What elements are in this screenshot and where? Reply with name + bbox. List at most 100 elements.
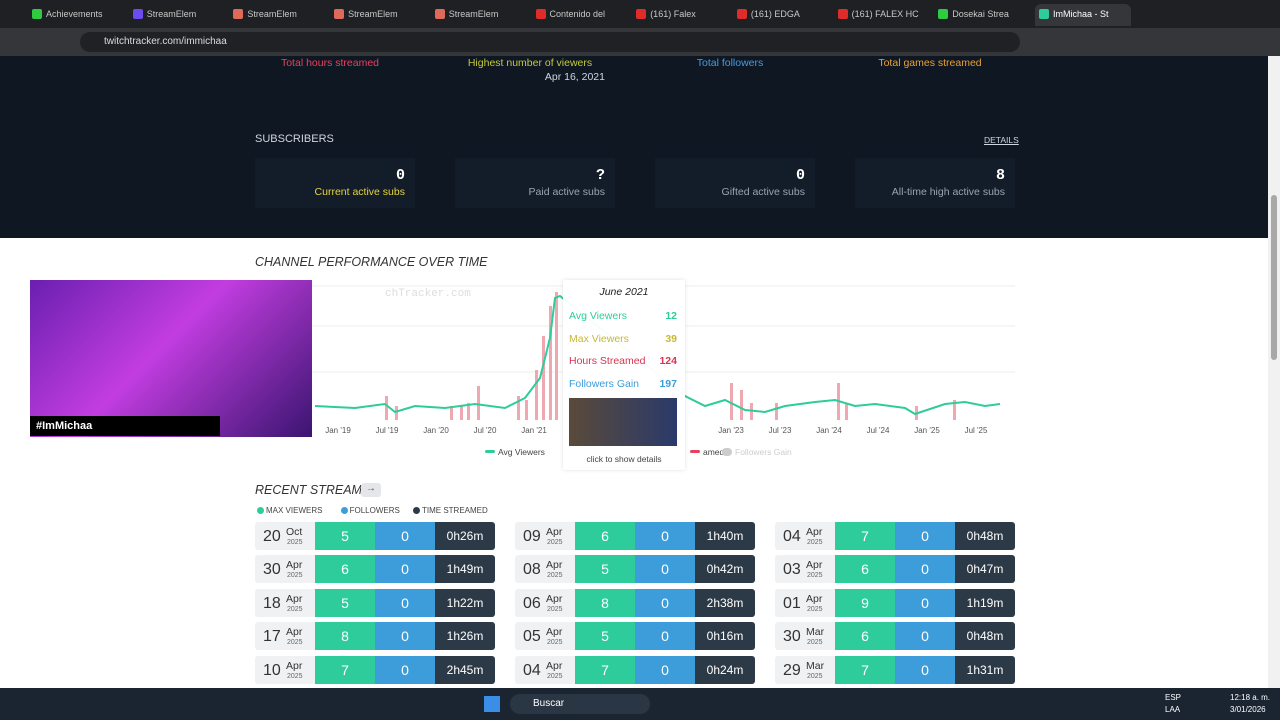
stream-year: 2025 [807,572,823,580]
stream-row[interactable]: 10 Apr 2025 7 0 2h45m [255,655,495,684]
stream-month: Apr [806,559,823,572]
sub-card: 0 Current active subs [255,158,415,208]
stream-month: Mar [806,626,825,639]
more-button[interactable]: → [361,483,381,497]
browser-tab[interactable]: (161) FALEX HC [834,4,930,26]
sub-value: 0 [395,167,405,184]
tooltip-title: June 2021 [599,286,649,298]
browser-tab[interactable]: StreamElem [431,4,527,26]
stream-month: Apr [286,626,303,639]
section-title: SUBSCRIBERS [255,133,334,145]
games-thumbnails[interactable] [569,398,677,446]
stream-max-viewers: 6 [835,555,895,584]
search-text: Buscar [533,698,565,709]
tooltip-label: Followers Gain [569,377,640,390]
stream-row[interactable]: 09 Apr 2025 6 0 1h40m [515,522,755,550]
legend-label[interactable]: Avg Viewers [498,447,545,457]
browser-tab[interactable]: Achievements [28,4,124,26]
search-box[interactable] [510,694,650,714]
stream-year: 2025 [547,605,563,613]
stream-year: 2025 [287,605,303,613]
stream-year: 2025 [807,539,823,546]
stream-row[interactable]: 29 Mar 2025 7 0 1h31m [775,655,1015,684]
stream-row[interactable]: 03 Apr 2025 6 0 0h47m [775,555,1015,584]
stream-time: 0h26m [435,522,495,550]
stream-max-viewers: 7 [835,522,895,550]
stream-time: 0h48m [955,522,1015,550]
stream-followers: 0 [895,522,955,550]
stream-month: Mar [806,659,825,672]
chart-tooltip[interactable]: June 2021 click to show details Avg View… [563,280,685,470]
clock-time[interactable]: 12:18 a. m. [1230,693,1271,702]
stream-date: 04 Apr 2025 [775,522,835,550]
x-tick-label: Jul '23 [769,426,792,435]
tooltip-hint: click to show details [586,454,662,464]
sub-card: 0 Gifted active subs [655,158,815,208]
browser-tab[interactable]: StreamElem [129,4,225,26]
stream-year: 2025 [547,639,563,647]
stream-time: 1h19m [955,588,1015,617]
stream-row[interactable]: 06 Apr 2025 8 0 2h38m [515,588,755,617]
stream-day: 20 [263,528,281,545]
scrollbar [1268,56,1280,688]
stream-day: 30 [783,628,801,646]
avg-viewers-line [314,294,1001,416]
legend-label: FOLLOWERS [349,506,400,515]
x-tick-label: Jan '19 [325,426,351,435]
scrollbar-thumb[interactable] [1271,195,1277,360]
url-field[interactable]: twitchtracker.com/immichaa [80,32,1020,52]
stat-label: Total games streamed [878,57,982,69]
browser-tab[interactable]: (161) EDGA [733,4,829,26]
section-title: RECENT STREAMS [255,483,371,497]
stream-row[interactable]: 01 Apr 2025 9 0 1h19m [775,588,1015,617]
legend-label[interactable]: Followers Gain [735,447,792,457]
stream-max-viewers: 8 [315,622,375,651]
stream-followers: 0 [635,522,695,550]
start-button[interactable] [484,696,500,712]
stream-time: 0h47m [955,555,1015,584]
stream-row[interactable]: 30 Mar 2025 6 0 0h48m [775,622,1015,651]
stream-time: 0h48m [955,622,1015,651]
stream-year: 2025 [287,639,303,647]
stream-day: 04 [523,661,541,679]
stream-time: 1h26m [435,622,495,651]
stream-row[interactable]: 30 Apr 2025 6 0 1h49m [255,555,495,584]
tab-bar: Achievements StreamElem StreamElem StreamEl… [0,0,1280,28]
browser-tab[interactable]: (161) Falex [632,4,728,26]
language[interactable]: ESP [1165,693,1182,702]
tooltip-label: Hours Streamed [569,355,646,367]
stream-row[interactable]: 20 Oct 2025 5 0 0h26m [255,522,495,550]
browser-tab[interactable]: StreamElem [229,4,325,26]
browser-tab[interactable]: StreamElem [330,4,426,26]
stream-row[interactable]: 04 Apr 2025 7 0 0h48m [775,522,1015,550]
details-link[interactable]: DETAILS [984,135,1019,145]
stream-row[interactable]: 04 Apr 2025 7 0 0h24m [515,655,755,684]
browser-tab[interactable]: Contenido del [532,4,628,26]
stream-date: 06 Apr 2025 [515,588,575,617]
x-tick-label: Jan '21 [521,426,547,435]
keyboard[interactable]: LAA [1165,705,1181,714]
stream-row[interactable]: 08 Apr 2025 5 0 0h42m [515,555,755,584]
browser-tab[interactable]: Dosekai Strea [934,4,1030,26]
browser-tab[interactable]: ImMichaa - St [1035,4,1131,26]
legend-label[interactable]: amed [703,447,725,457]
stream-month: Oct [286,526,303,538]
clock-date[interactable]: 3/01/2026 [1230,705,1266,714]
legend-label: TIME STREAMED [422,506,488,515]
stream-row[interactable]: 17 Apr 2025 8 0 1h26m [255,622,495,651]
sub-label: Paid active subs [528,186,605,198]
stat-sub: Apr 16, 2021 [544,71,605,83]
stream-date: 05 Apr 2025 [515,622,575,651]
stream-month: Apr [286,592,303,605]
stream-row[interactable]: 05 Apr 2025 5 0 0h16m [515,622,755,651]
stream-max-viewers: 5 [315,588,375,617]
sub-label: Gifted active subs [721,186,805,198]
stream-month: Apr [546,626,563,639]
x-tick-label: Jan '25 [914,426,940,435]
sub-value: ? [595,167,605,184]
stream-followers: 0 [895,655,955,684]
stream-day: 29 [783,661,801,679]
stream-row[interactable]: 18 Apr 2025 5 0 1h22m [255,588,495,617]
stream-year: 2025 [547,572,563,580]
tooltip-row: Followers Gain 197 [569,378,677,390]
